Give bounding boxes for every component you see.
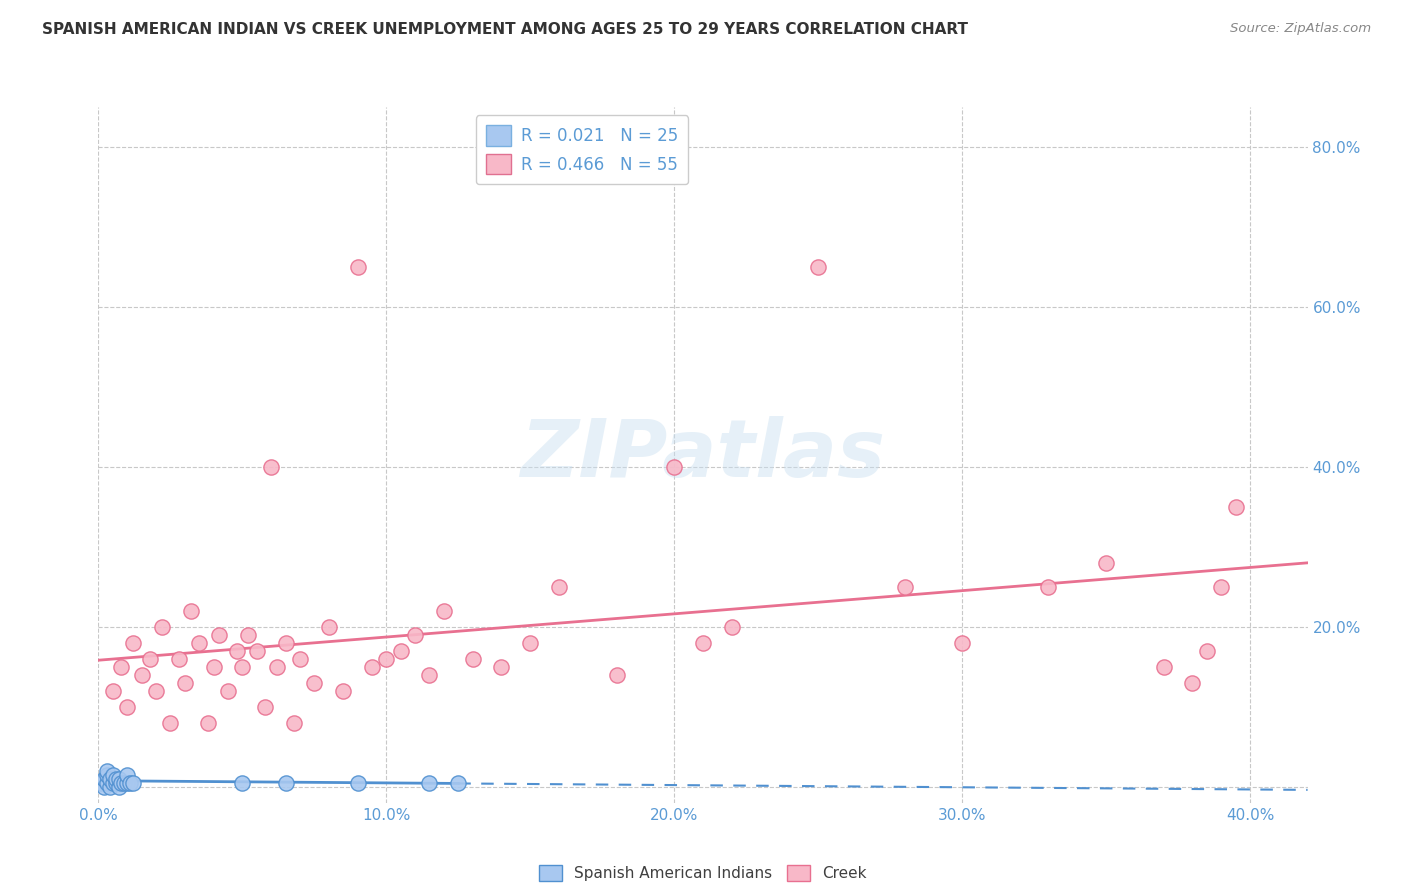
Point bbox=[548, 580, 571, 594]
Point bbox=[112, 776, 135, 790]
Point bbox=[122, 776, 145, 790]
Point bbox=[96, 764, 118, 778]
Point bbox=[231, 776, 253, 790]
Point bbox=[433, 604, 456, 618]
Point bbox=[98, 772, 121, 786]
Point bbox=[692, 636, 714, 650]
Point bbox=[254, 699, 277, 714]
Point bbox=[260, 459, 283, 474]
Point bbox=[304, 676, 326, 690]
Point bbox=[115, 776, 138, 790]
Point bbox=[418, 668, 440, 682]
Point bbox=[122, 636, 145, 650]
Point bbox=[1153, 660, 1175, 674]
Point bbox=[1038, 580, 1060, 594]
Legend: Spanish American Indians, Creek: Spanish American Indians, Creek bbox=[533, 859, 873, 888]
Point bbox=[283, 715, 305, 730]
Point bbox=[361, 660, 384, 674]
Point bbox=[288, 652, 311, 666]
Point bbox=[231, 660, 253, 674]
Text: Source: ZipAtlas.com: Source: ZipAtlas.com bbox=[1230, 22, 1371, 36]
Text: SPANISH AMERICAN INDIAN VS CREEK UNEMPLOYMENT AMONG AGES 25 TO 29 YEARS CORRELAT: SPANISH AMERICAN INDIAN VS CREEK UNEMPLO… bbox=[42, 22, 969, 37]
Point bbox=[107, 772, 129, 786]
Point bbox=[139, 652, 162, 666]
Point bbox=[115, 768, 138, 782]
Point bbox=[110, 660, 132, 674]
Point bbox=[180, 604, 202, 618]
Point bbox=[145, 683, 167, 698]
Point bbox=[98, 780, 121, 794]
Point bbox=[110, 776, 132, 790]
Point bbox=[519, 636, 541, 650]
Point bbox=[93, 780, 115, 794]
Point bbox=[893, 580, 915, 594]
Point bbox=[101, 683, 124, 698]
Point bbox=[389, 644, 412, 658]
Point bbox=[159, 715, 181, 730]
Point bbox=[1225, 500, 1247, 514]
Point bbox=[188, 636, 211, 650]
Text: ZIPatlas: ZIPatlas bbox=[520, 416, 886, 494]
Point bbox=[93, 772, 115, 786]
Point bbox=[202, 660, 225, 674]
Point bbox=[101, 776, 124, 790]
Point bbox=[720, 620, 742, 634]
Point bbox=[104, 776, 127, 790]
Point bbox=[274, 776, 297, 790]
Point bbox=[197, 715, 219, 730]
Point bbox=[236, 628, 259, 642]
Point bbox=[447, 776, 470, 790]
Point bbox=[101, 768, 124, 782]
Point bbox=[318, 620, 340, 634]
Point bbox=[150, 620, 173, 634]
Point bbox=[104, 772, 127, 786]
Point bbox=[266, 660, 288, 674]
Point bbox=[173, 676, 195, 690]
Point bbox=[217, 683, 239, 698]
Point bbox=[404, 628, 426, 642]
Point bbox=[346, 776, 368, 790]
Point bbox=[96, 768, 118, 782]
Point bbox=[1211, 580, 1233, 594]
Point bbox=[96, 776, 118, 790]
Point bbox=[107, 780, 129, 794]
Point bbox=[1095, 556, 1118, 570]
Point bbox=[274, 636, 297, 650]
Point bbox=[246, 644, 269, 658]
Point bbox=[664, 459, 686, 474]
Point bbox=[606, 668, 628, 682]
Point bbox=[1181, 676, 1204, 690]
Point bbox=[167, 652, 190, 666]
Point bbox=[90, 776, 112, 790]
Point bbox=[491, 660, 513, 674]
Point bbox=[346, 260, 368, 274]
Point bbox=[225, 644, 247, 658]
Point bbox=[332, 683, 354, 698]
Point bbox=[115, 699, 138, 714]
Point bbox=[375, 652, 398, 666]
Point bbox=[950, 636, 973, 650]
Point bbox=[807, 260, 830, 274]
Point bbox=[461, 652, 484, 666]
Point bbox=[120, 776, 142, 790]
Point bbox=[131, 668, 153, 682]
Point bbox=[208, 628, 231, 642]
Point bbox=[418, 776, 440, 790]
Point bbox=[1195, 644, 1218, 658]
